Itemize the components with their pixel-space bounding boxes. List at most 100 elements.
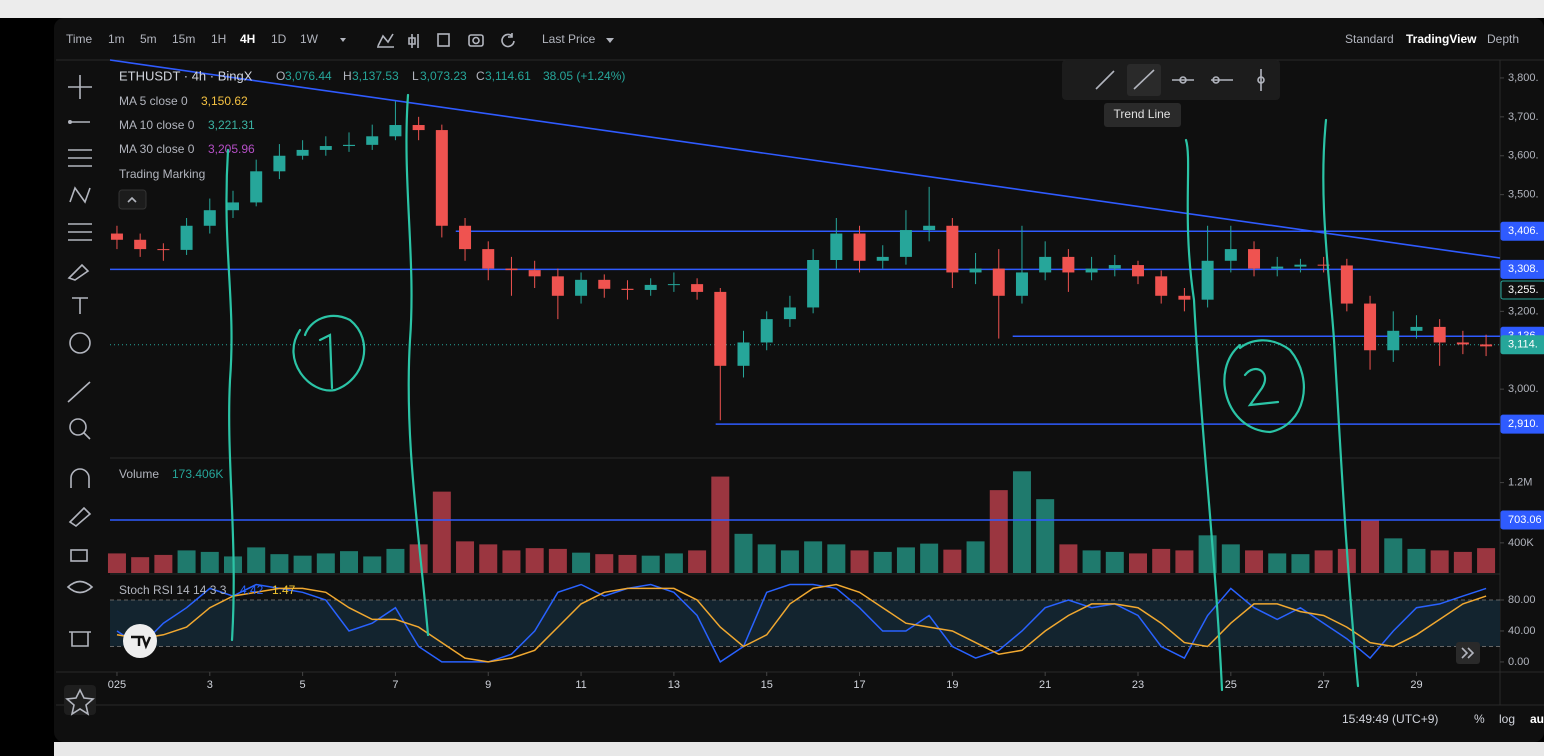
stoch-d: 1.47 [272, 583, 296, 597]
candle-body [1248, 249, 1261, 269]
volume-bar [1105, 551, 1124, 573]
candle-body [714, 291, 727, 366]
price-badge-label: 703.06 [1508, 514, 1542, 526]
volume-bar [154, 554, 173, 573]
price-badge [1500, 335, 1544, 355]
candle-body [946, 225, 959, 273]
ohlc-value: 3,076.44 [285, 69, 332, 83]
candle-body [1178, 295, 1191, 300]
candle-body [1364, 303, 1377, 351]
volume-bar [247, 547, 266, 573]
floating-toolbar [1062, 60, 1280, 100]
interval[interactable]: 1H [211, 32, 226, 46]
candle-body [482, 249, 495, 269]
candle-body [575, 279, 588, 296]
price-badge [1500, 280, 1544, 300]
y-tick-label: 3,200. [1508, 305, 1539, 317]
clock: 15:49:49 (UTC+9) [1342, 712, 1438, 726]
candle-body [528, 270, 541, 277]
view-tab[interactable]: TradingView [1406, 32, 1477, 46]
view-tab[interactable]: Standard [1345, 32, 1394, 46]
toolbar-icons[interactable] [340, 33, 614, 48]
interval[interactable]: 1D [271, 32, 287, 46]
ohlc-value: 3,137.53 [352, 69, 399, 83]
volume-bar [1012, 471, 1031, 573]
interval[interactable]: 5m [140, 32, 157, 46]
drawing-toolbar[interactable] [64, 75, 96, 716]
candle-body [923, 225, 936, 231]
volume-bar [316, 553, 335, 573]
candle-body [621, 288, 634, 290]
logo-mark [131, 635, 152, 650]
volume-bar [1314, 550, 1333, 573]
interval[interactable]: 1W [300, 32, 319, 46]
candle-body [992, 268, 1005, 296]
tooltip: Trend Line [1114, 107, 1171, 121]
volume-bar [757, 544, 776, 573]
candle-body [366, 136, 379, 145]
volume-bar [804, 541, 823, 573]
x-tick-label: 13 [668, 679, 680, 691]
x-tick-label: 23 [1132, 679, 1144, 691]
volume-bar [827, 544, 846, 573]
x-tick-label: 15 [761, 679, 773, 691]
x-tick-label: 11 [575, 679, 586, 691]
view-tab[interactable]: Depth [1487, 32, 1519, 46]
x-tick-label: 7 [392, 679, 398, 691]
price-badge-label: 3,255. [1508, 284, 1539, 296]
volume-bar [943, 549, 962, 573]
volume-bar [850, 550, 869, 573]
auto-toggle[interactable]: au [1530, 712, 1544, 726]
percent-toggle[interactable]: % [1474, 712, 1485, 726]
candle-body [296, 149, 309, 156]
y-tick-label: 3,700. [1508, 111, 1539, 123]
volume-bar [1245, 550, 1264, 573]
volume-bar [734, 533, 753, 573]
volume-bar [363, 556, 382, 573]
candle-body [760, 319, 773, 343]
y-tick-label: 400K [1508, 537, 1534, 549]
interval[interactable]: 1m [108, 32, 125, 46]
price-badge [1500, 221, 1544, 241]
change: 38.05 (+1.24%) [543, 69, 625, 83]
candle-body [1317, 264, 1330, 266]
candle-body [737, 342, 750, 366]
volume-bar [270, 554, 289, 573]
volume-bar [780, 550, 799, 573]
y-tick-label: 40.00 [1508, 625, 1536, 637]
candle-body [1015, 272, 1028, 296]
candle-body [876, 256, 889, 261]
candle-body [783, 307, 796, 320]
candle-body [1294, 264, 1307, 267]
ma-label: MA 5 close 0 [119, 94, 188, 108]
candle-body [1155, 276, 1168, 296]
volume-bar [688, 550, 707, 573]
tooltip-box [1104, 103, 1181, 127]
floating-tools[interactable] [1095, 64, 1265, 96]
x-tick-label: 21 [1039, 679, 1051, 691]
stoch-line [116, 583, 1487, 663]
price-source[interactable]: Last Price [542, 32, 596, 46]
stoch-line [116, 583, 1487, 663]
ma-label: MA 30 close 0 [119, 142, 195, 156]
candle-body [273, 155, 286, 172]
candle-body [1039, 256, 1052, 273]
candle-body [319, 146, 332, 150]
price-badge [1500, 510, 1544, 530]
candle-body [412, 125, 425, 131]
price-badge [1500, 259, 1544, 279]
candle-body [1201, 260, 1214, 300]
x-tick-label: 25 [1225, 679, 1237, 691]
candle-body [667, 284, 680, 286]
interval[interactable]: 4H [240, 32, 255, 46]
x-tick-label: 9 [485, 679, 491, 691]
trend-line[interactable] [109, 59, 1501, 259]
volume-bar [1477, 548, 1496, 573]
candle-body [1456, 342, 1469, 345]
log-toggle[interactable]: log [1499, 712, 1515, 726]
candle-body [459, 225, 472, 250]
candle-body [226, 202, 239, 211]
volume-bar [989, 490, 1008, 573]
interval[interactable]: 15m [172, 32, 195, 46]
volume-bar [1152, 548, 1171, 573]
